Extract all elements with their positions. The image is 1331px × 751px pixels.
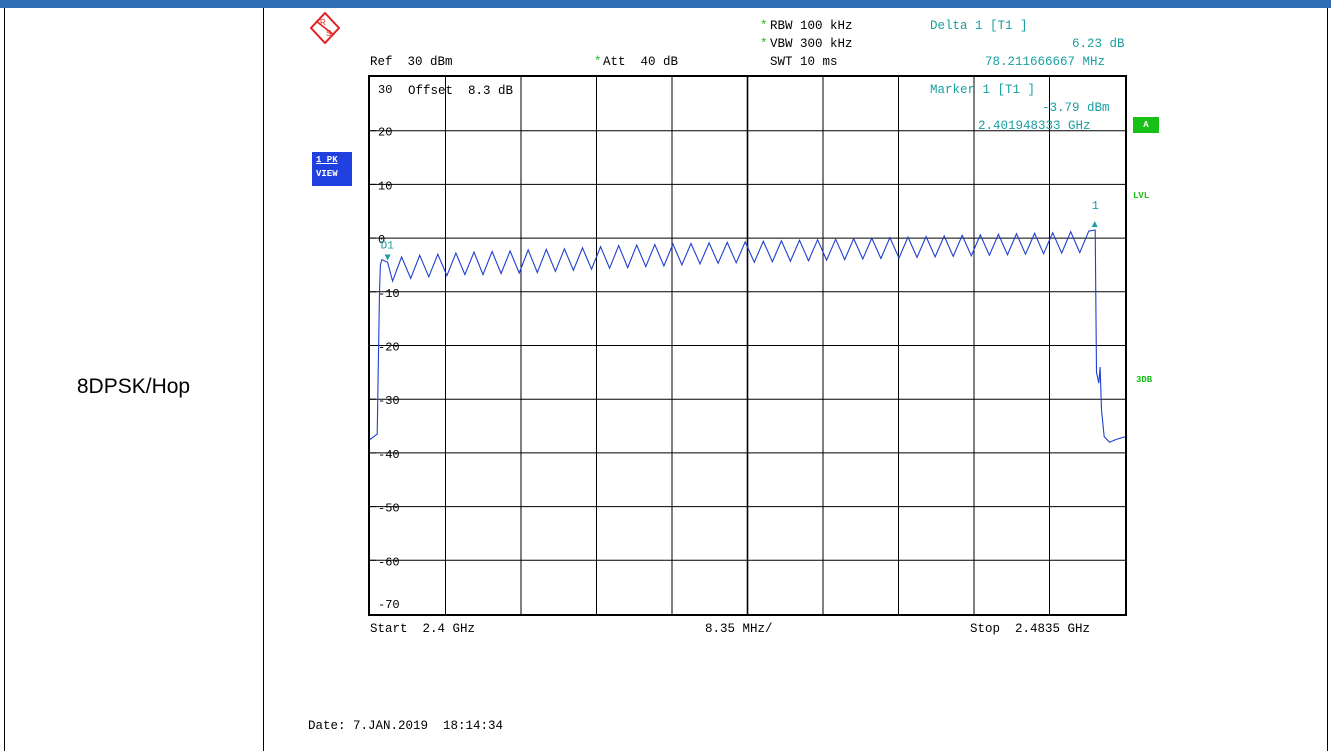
y-tick-label: -10 [378,287,400,301]
marker-value: -3.79 dBm [1042,101,1110,115]
delta-value: 6.23 dB [1072,37,1125,51]
spectrum-plot: 30 20 10 0 -10 -20 -30 -40 -50 -60 -70 1 D1 Offset 8… [368,75,1127,616]
att-label: Att 40 dB [603,55,679,69]
results-table [4,8,1328,751]
ref-label: Ref 30 dBm [370,55,453,69]
y-tick-label: -70 [378,598,400,612]
y-tick-label: 0 [378,233,385,247]
marker-1-triangle [1091,220,1098,227]
view-badge-label: VIEW [316,169,338,179]
y-tick-label: 20 [378,126,392,140]
trace-badge-label: 1 PK [316,155,338,165]
svg-text:S: S [326,29,331,38]
stop-frequency: Stop 2.4835 GHz [970,622,1091,636]
y-tick-label: 10 [378,179,392,193]
row-label: 8DPSK/Hop [76,375,191,398]
y-tick-label: 30 [378,83,392,97]
svg-text:R: R [320,18,326,27]
title-bar [0,0,1331,8]
att-star: * [594,55,602,69]
rbw-star: * [760,19,768,33]
timestamp: Date: 7.JAN.2019 18:14:34 [308,719,504,733]
delta-title: Delta 1 [T1 ] [930,19,1028,33]
y-tick-label: -40 [378,448,400,462]
rs-logo-icon: R S [310,12,340,44]
3db-badge: 3DB [1136,375,1153,385]
marker-1-label: 1 [1092,199,1099,213]
vbw-star: * [760,37,768,51]
rbw-label: RBW 100 kHz [770,19,853,33]
y-tick-label: -50 [378,502,400,516]
y-tick-label: -60 [378,555,400,569]
trace-badge: 1 PK VIEW [312,152,352,186]
lvl-badge: LVL [1133,191,1150,201]
marker-frequency: 2.401948333 GHz [978,119,1091,133]
delta-frequency: 78.211666667 MHz [985,55,1106,69]
y-tick-label: -30 [378,394,400,408]
a-badge: A [1133,117,1159,133]
delta-marker-label: D1 [381,240,395,252]
spectrum-chart-svg: 30 20 10 0 -10 -20 -30 -40 -50 -60 -70 1 D1 [370,77,1125,614]
marker-title: Marker 1 [T1 ] [930,83,1036,97]
trace-line [370,229,1125,443]
swt-label: SWT 10 ms [770,55,838,69]
y-tick-label: -20 [378,341,400,355]
delta-marker-triangle [384,254,391,261]
offset-label: Offset 8.3 dB [408,84,514,98]
vbw-label: VBW 300 kHz [770,37,853,51]
table-divider [263,8,264,751]
span-per-division: 8.35 MHz/ [705,622,773,636]
start-frequency: Start 2.4 GHz [370,622,476,636]
